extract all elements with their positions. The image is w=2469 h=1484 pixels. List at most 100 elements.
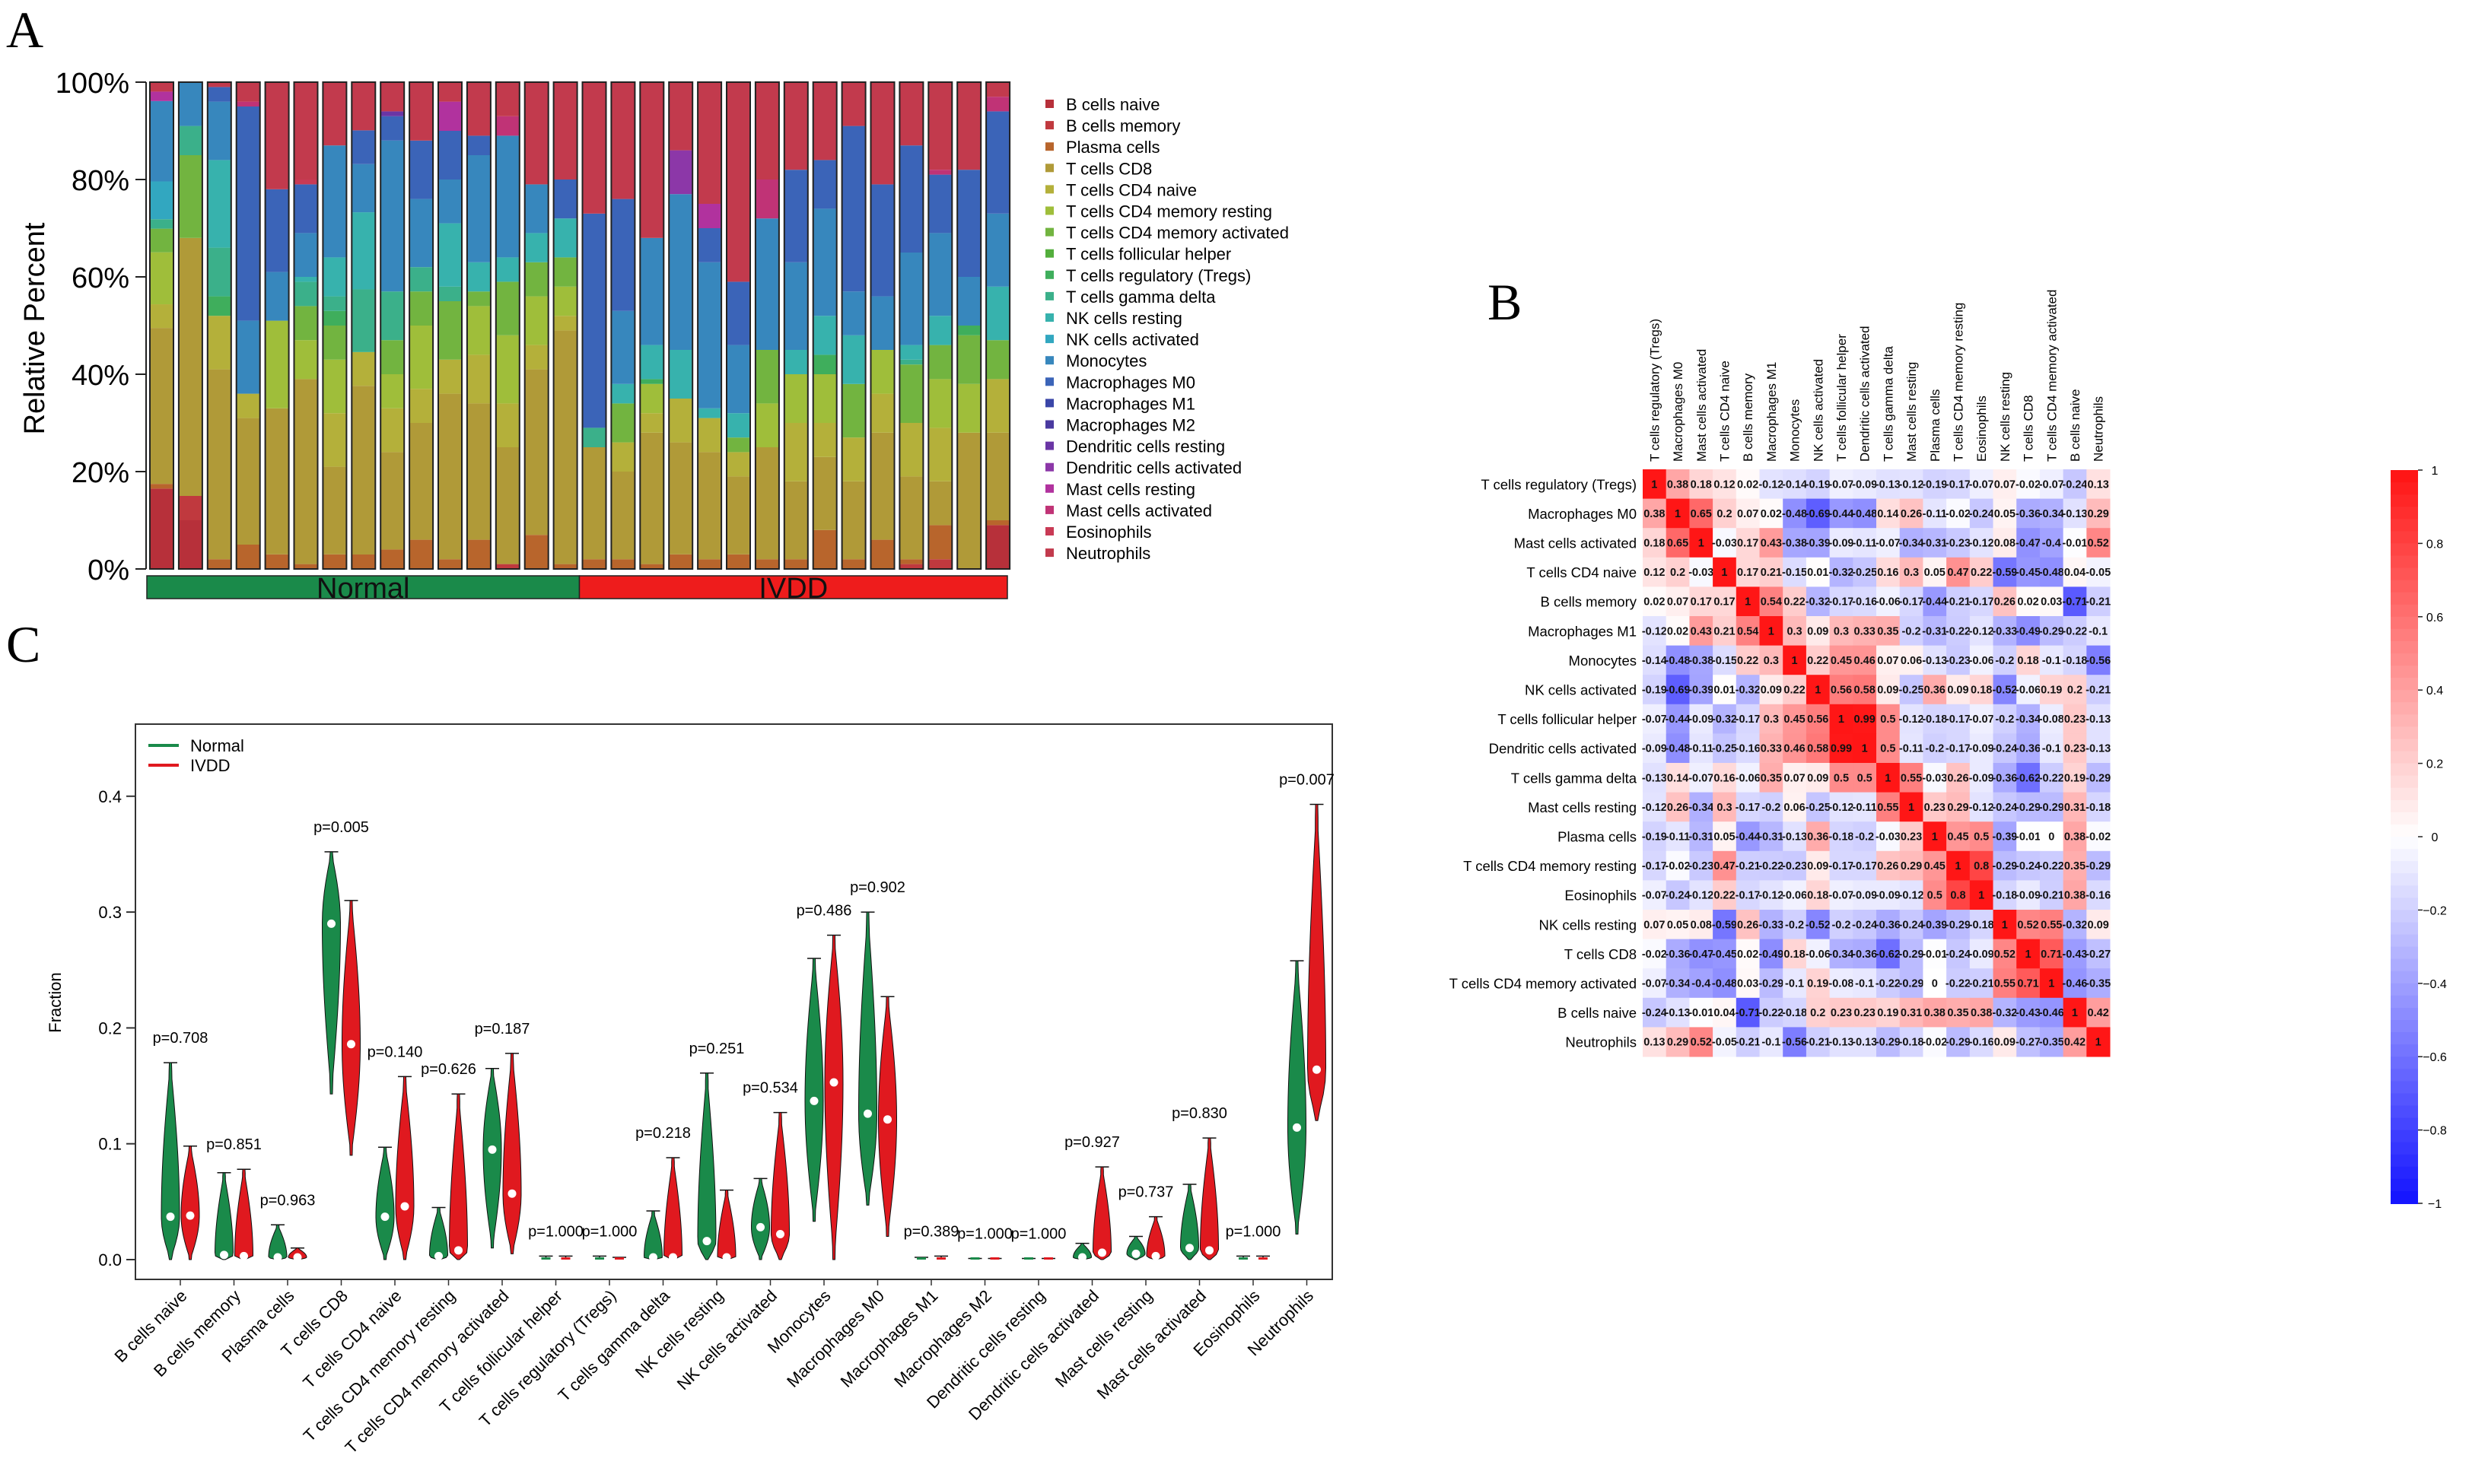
heatmap-cell [1969, 880, 1993, 910]
heatmap-cell-value: 0.3 [1764, 655, 1779, 667]
panel-a-bar-segment [352, 82, 376, 131]
violin-pair: p=0.902 [850, 879, 905, 1238]
panel-a-bar-segment [409, 199, 434, 268]
heatmap-cell [1666, 586, 1690, 617]
heatmap-cell [1993, 1027, 2017, 1057]
panel-a-ytick-label: 0% [87, 555, 129, 586]
heatmap-cell [1759, 469, 1783, 500]
heatmap-cell [1876, 733, 1901, 764]
heatmap-cell-value: 0.09 [1761, 685, 1782, 697]
heatmap-cell [1666, 645, 1690, 675]
violin-pvalue: p=0.626 [421, 1061, 476, 1078]
heatmap-cell [1736, 997, 1760, 1028]
panel-a-bar-segment [698, 262, 722, 408]
panel-a-bar-segment [899, 253, 924, 345]
panel-a-legend-swatch [1045, 142, 1054, 151]
heatmap-cell-value: 0.52 [2017, 919, 2038, 931]
heatmap-cell [1969, 586, 1993, 617]
heatmap-cell [2086, 645, 2111, 675]
panel-a-bar-outline [870, 81, 896, 570]
violin-pair: p=0.708 [153, 1030, 208, 1260]
panel-a-sample-bar [264, 81, 290, 570]
heatmap-cell [1899, 704, 1923, 734]
heatmap-cell-value: -0.38 [1782, 538, 1807, 550]
panel-a-bar-segment [207, 101, 231, 160]
heatmap-row-label: Monocytes [1569, 653, 1637, 669]
violin-pair: p=1.000 [1226, 1223, 1281, 1260]
color-scale-step [2391, 666, 2418, 679]
heatmap-cell [1736, 792, 1760, 822]
heatmap-cell-value: -0.22 [2062, 625, 2087, 637]
heatmap-cell [1783, 469, 1807, 500]
panel-a-bar-outline [264, 81, 290, 570]
heatmap-cell-value: -0.11 [1853, 538, 1877, 550]
heatmap-cell-value: 1 [2048, 978, 2054, 990]
panel-a-bar-segment [698, 418, 722, 453]
panel-a-bar-segment [640, 413, 664, 433]
heatmap-cell [1899, 880, 1923, 910]
panel-a-sample-bar [235, 81, 261, 570]
panel-a-bar-segment [380, 452, 405, 550]
heatmap-cell-value: -0.32 [2062, 919, 2087, 931]
heatmap-cell [1946, 557, 1971, 587]
heatmap-cell [1923, 939, 1947, 969]
heatmap-cell [2063, 939, 2087, 969]
heatmap-cell-value: -0.22 [1946, 978, 1971, 990]
heatmap-cell [1899, 997, 1923, 1028]
heatmap-cell-value: 0.12 [1643, 567, 1665, 579]
panel-a-bar-segment [294, 180, 318, 185]
heatmap-cell-value: 0.22 [1783, 596, 1805, 609]
heatmap-cell-value: 0.38 [1667, 478, 1688, 491]
heatmap-column-label: T cells CD8 [2022, 395, 2036, 462]
heatmap-cell [1736, 498, 1760, 529]
panel-a-bar-segment [611, 383, 635, 404]
heatmap-cell [1946, 792, 1971, 822]
panel-a-legend: B cells naive B cells memory Plasma cells T… [1045, 95, 1289, 563]
heatmap-cell [1643, 1027, 1667, 1057]
heatmap-cell [2039, 763, 2064, 793]
heatmap-cell-value: 0.07 [1667, 596, 1688, 609]
heatmap-cell [1689, 586, 1713, 617]
heatmap-cell [1666, 675, 1690, 705]
heatmap-cell [1736, 469, 1760, 500]
heatmap-cell [2039, 968, 2064, 999]
heatmap-cell-value: 0.05 [1924, 567, 1946, 579]
panel-a-legend-label: Monocytes [1066, 351, 1147, 370]
violin-body [268, 1224, 288, 1260]
panel-a-bar-segment [150, 328, 173, 485]
heatmap-cell [1806, 469, 1831, 500]
heatmap-cell [1923, 469, 1947, 500]
panel-a-bar-segment [870, 393, 895, 433]
heatmap-cell-value: -0.17 [1899, 596, 1924, 609]
heatmap-cell-value: -0.24 [1969, 508, 1994, 520]
violin-pvalue: p=1.000 [957, 1225, 1013, 1242]
panel-a-bar-segment [524, 262, 549, 297]
color-scale-tick-label: 0 [2432, 831, 2439, 844]
heatmap-cell-value: -0.07 [1876, 538, 1901, 550]
violin-body [1199, 1137, 1220, 1260]
panel-c-xtick-label: T cells CD4 naive [299, 1286, 405, 1392]
panel-a-bar-segment [669, 350, 693, 399]
heatmap-cell [1643, 850, 1667, 881]
heatmap-cell [2086, 675, 2111, 705]
heatmap-cell-value: 0.06 [1901, 655, 1922, 667]
panel-a-bar-segment [207, 296, 231, 316]
heatmap-column-label: Plasma cells [1928, 389, 1942, 462]
heatmap-cell-value: -0.39 [1806, 538, 1831, 550]
heatmap-cell [1853, 997, 1877, 1028]
heatmap-cell-value: -0.46 [2062, 978, 2087, 990]
heatmap-cell-value: -0.48 [2039, 567, 2064, 579]
heatmap-cell-value: 0.31 [1901, 1007, 1922, 1019]
panel-a-bar-segment [524, 82, 549, 185]
heatmap-cell-value: 0.65 [1691, 508, 1712, 520]
heatmap-cell [1899, 498, 1923, 529]
color-scale-step [2391, 812, 2418, 825]
violin-pvalue: p=1.000 [528, 1223, 584, 1240]
heatmap-cell [2016, 850, 2041, 881]
heatmap-cell-value: 0.26 [1947, 772, 1968, 784]
panel-b-color-scale: 1 0.8 0.6 0.4 0.2 0 −0.2 −0.4 −0.6 −0.8 −1 [2391, 465, 2447, 1211]
panel-a-legend-swatch [1045, 206, 1054, 215]
heatmap-cell [1736, 910, 1760, 940]
heatmap-cell [1829, 616, 1853, 647]
heatmap-cell-value: -0.21 [1946, 596, 1971, 609]
